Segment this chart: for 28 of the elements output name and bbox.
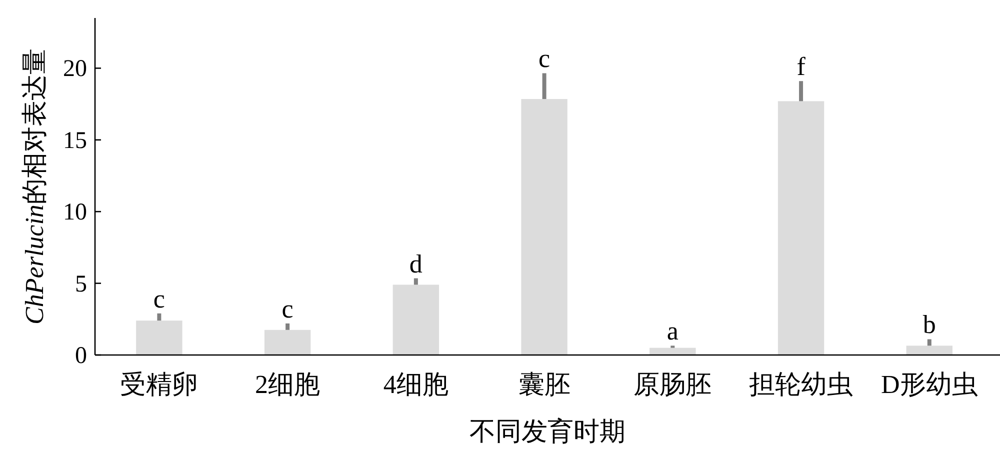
y-tick-label: 20	[63, 56, 87, 82]
x-tick-label: D形幼虫	[881, 370, 978, 399]
y-tick-label: 5	[75, 271, 87, 298]
bar	[521, 99, 568, 355]
bar	[136, 320, 182, 355]
annotation: a	[666, 316, 679, 346]
bar	[778, 101, 824, 355]
y-tick-label: 0	[75, 343, 87, 369]
y-axis-title: ChPerlucin的相对表达量	[20, 48, 49, 324]
bar	[650, 348, 696, 355]
x-tick-label: 4细胞	[383, 370, 448, 399]
annotation: c	[153, 284, 165, 314]
x-tick-label: 2细胞	[255, 370, 320, 399]
bar	[392, 284, 440, 355]
x-tick-label: 受精卵	[120, 370, 198, 399]
x-axis-title: 不同发育时期	[470, 417, 626, 446]
annotation: b	[922, 310, 936, 340]
annotation: c	[282, 294, 294, 324]
x-tick-label: 担轮幼虫	[749, 370, 854, 399]
y-tick-label: 15	[63, 128, 87, 154]
x-tick-label: 囊胚	[518, 370, 570, 399]
annotation: c	[538, 44, 550, 74]
bar	[906, 346, 953, 355]
bar	[264, 330, 311, 355]
annotation: d	[409, 249, 422, 278]
x-tick-label: 原肠胚	[634, 370, 712, 399]
annotation: f	[796, 52, 806, 82]
y-tick-label: 10	[63, 200, 87, 226]
